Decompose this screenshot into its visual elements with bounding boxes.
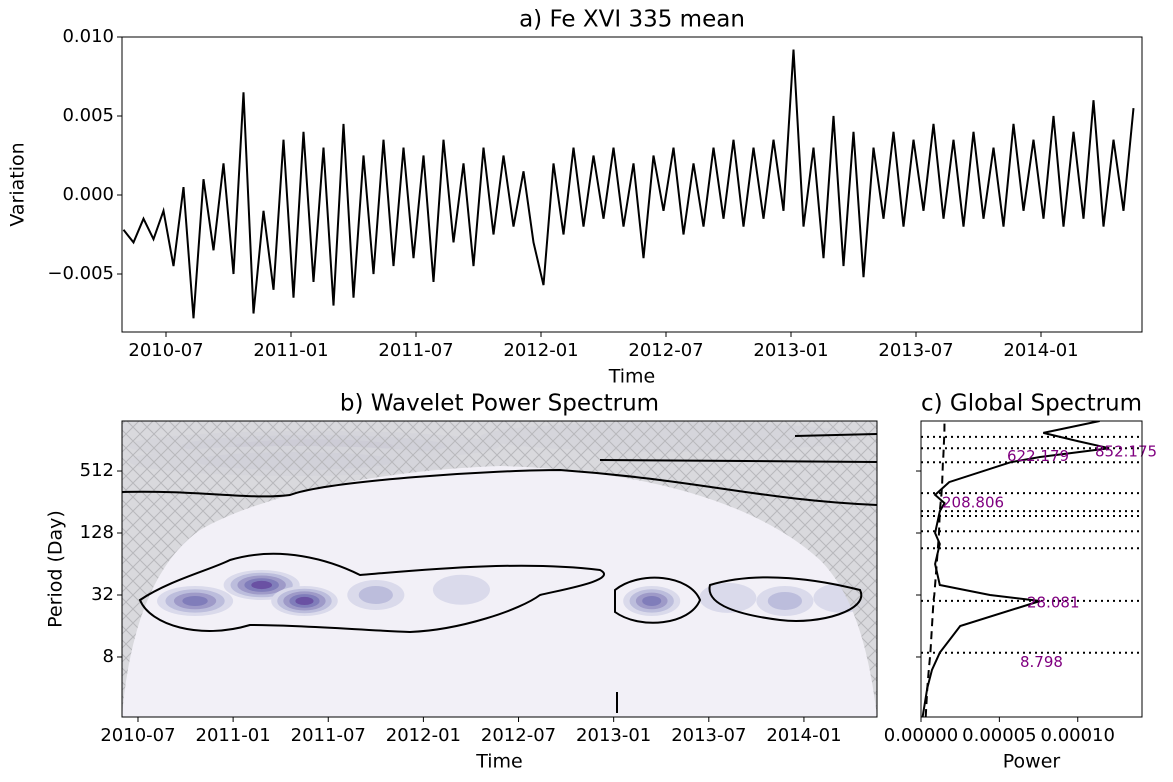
x-tick-label: 2013-07 [671, 725, 746, 746]
significance-contours [122, 433, 877, 713]
power-contour [182, 595, 208, 606]
x-tick-label: 2012-01 [386, 725, 461, 746]
x-tick-label: 2011-07 [378, 340, 453, 361]
power-contour [642, 595, 662, 606]
panel-title: b) Wavelet Power Spectrum [340, 391, 659, 417]
power-contour [251, 580, 273, 590]
peak-label: 28.081 [1027, 593, 1080, 611]
x-tick-label: 2011-01 [196, 725, 271, 746]
series-layer [122, 49, 1135, 319]
y-axis-label: Variation [7, 142, 29, 226]
x-tick-label: 2012-07 [628, 340, 703, 361]
x-tick-label: 2010-07 [128, 340, 203, 361]
x-tick-label: 2014-01 [1003, 340, 1078, 361]
x-tick-label: 2011-07 [291, 725, 366, 746]
spectrum-layer [921, 421, 1142, 717]
y-tick-label: 512 [80, 460, 114, 481]
x-tick-label: 2013-07 [878, 340, 953, 361]
y-tick-label: 0.005 [62, 105, 114, 126]
x-tick-label: 2010-07 [100, 725, 175, 746]
y-tick-label: 8 [103, 646, 114, 667]
x-tick-label: 2014-01 [766, 725, 841, 746]
series-line [122, 49, 1135, 319]
x-tick-label: 2011-01 [253, 340, 328, 361]
power-contour [699, 582, 757, 613]
power-contour [767, 591, 803, 610]
x-tick-label: 2013-01 [753, 340, 828, 361]
y-tick-label: 128 [80, 522, 114, 543]
power-contour [295, 596, 314, 606]
x-tick-label: 2012-01 [503, 340, 578, 361]
panel-title: a) Fe XVI 335 mean [519, 7, 745, 33]
x-tick-label: 0.00005 [962, 725, 1036, 746]
y-tick-label: 0.010 [62, 26, 114, 47]
x-axis-label: Time [475, 751, 523, 773]
cone-of-influence [122, 421, 877, 717]
x-axis-label: Power [1003, 751, 1061, 773]
power-contour [358, 585, 393, 604]
x-tick-label: 2013-01 [576, 725, 651, 746]
spectrum-line [924, 421, 946, 717]
axes-frame [121, 420, 878, 718]
y-axis-label: Period (Day) [45, 510, 67, 628]
axes-frame [920, 420, 1143, 718]
x-tick-label: 0.00000 [884, 725, 958, 746]
power-contour [432, 574, 490, 605]
cone-layer [122, 421, 877, 717]
y-tick-label: 32 [91, 584, 114, 605]
panel-title: c) Global Spectrum [921, 391, 1142, 417]
y-tick-label: 0.000 [62, 184, 114, 205]
axes-frame [121, 36, 1143, 333]
peak-label: 852.175 [1095, 443, 1157, 461]
peak-label: 8.798 [1020, 653, 1063, 671]
peak-label: 208.806 [942, 494, 1004, 512]
x-tick-label: 2012-07 [481, 725, 556, 746]
peak-label: 622.179 [1007, 447, 1069, 465]
spectrum-line [921, 421, 1110, 717]
axes-layer: a) Fe XVI 335 mean Time Variation 2010-07 20… [7, 7, 1158, 773]
x-axis-label: Time [608, 366, 656, 388]
y-tick-label: −0.005 [47, 263, 114, 284]
x-tick-label: 0.00010 [1041, 725, 1115, 746]
